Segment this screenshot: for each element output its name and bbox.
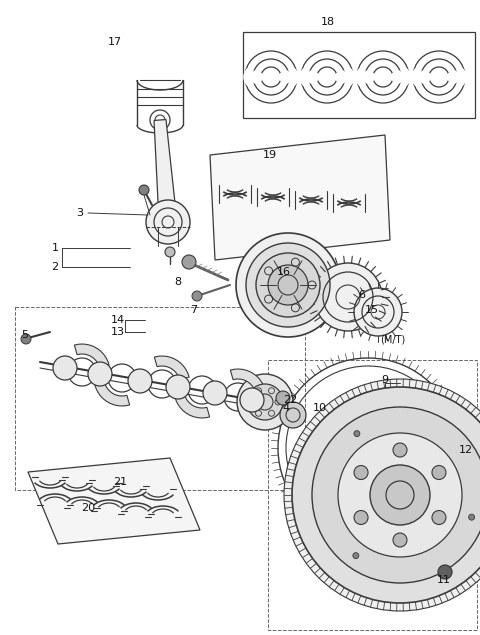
Circle shape bbox=[276, 391, 290, 405]
Circle shape bbox=[284, 379, 480, 611]
Polygon shape bbox=[210, 135, 390, 260]
Circle shape bbox=[268, 265, 308, 305]
Text: (M/T): (M/T) bbox=[380, 335, 406, 345]
Circle shape bbox=[236, 233, 340, 337]
Text: 12: 12 bbox=[459, 445, 473, 455]
Circle shape bbox=[370, 465, 430, 525]
Circle shape bbox=[128, 369, 152, 393]
Circle shape bbox=[166, 375, 190, 399]
Circle shape bbox=[468, 514, 475, 520]
Polygon shape bbox=[95, 382, 130, 406]
Circle shape bbox=[438, 565, 452, 579]
Text: 15: 15 bbox=[365, 305, 379, 315]
Bar bbox=[15, 307, 305, 490]
Circle shape bbox=[88, 362, 112, 386]
Text: 17: 17 bbox=[108, 37, 122, 47]
Circle shape bbox=[192, 291, 202, 301]
Polygon shape bbox=[175, 394, 210, 418]
Circle shape bbox=[139, 185, 149, 195]
Circle shape bbox=[354, 465, 368, 479]
Circle shape bbox=[432, 465, 446, 479]
Circle shape bbox=[393, 443, 407, 457]
Text: 22: 22 bbox=[283, 395, 297, 405]
Circle shape bbox=[393, 533, 407, 547]
Text: 8: 8 bbox=[174, 277, 181, 287]
Circle shape bbox=[53, 356, 77, 380]
Circle shape bbox=[432, 511, 446, 525]
Circle shape bbox=[314, 263, 382, 331]
Circle shape bbox=[256, 253, 320, 317]
Circle shape bbox=[353, 552, 359, 559]
Text: 1: 1 bbox=[51, 243, 59, 253]
Text: 14: 14 bbox=[111, 315, 125, 325]
Circle shape bbox=[165, 247, 175, 257]
Bar bbox=[243, 32, 475, 118]
Circle shape bbox=[338, 433, 462, 557]
Circle shape bbox=[182, 255, 196, 269]
Text: 11: 11 bbox=[437, 575, 451, 585]
Circle shape bbox=[280, 402, 306, 428]
Polygon shape bbox=[155, 356, 189, 380]
Text: 10: 10 bbox=[313, 403, 327, 413]
Text: 4: 4 bbox=[282, 403, 289, 413]
Text: 20: 20 bbox=[81, 503, 95, 513]
Circle shape bbox=[203, 381, 227, 405]
Circle shape bbox=[240, 388, 264, 412]
Text: 16: 16 bbox=[277, 267, 291, 277]
Circle shape bbox=[312, 407, 480, 583]
Text: 21: 21 bbox=[113, 477, 127, 487]
Circle shape bbox=[292, 387, 480, 603]
Circle shape bbox=[146, 200, 190, 244]
Circle shape bbox=[354, 511, 368, 525]
Polygon shape bbox=[74, 344, 109, 368]
Text: 13: 13 bbox=[111, 327, 125, 337]
Circle shape bbox=[237, 374, 293, 430]
Text: 7: 7 bbox=[191, 305, 198, 315]
Text: 19: 19 bbox=[263, 150, 277, 160]
Circle shape bbox=[354, 431, 360, 437]
Circle shape bbox=[247, 384, 283, 420]
Text: 18: 18 bbox=[321, 17, 335, 27]
Circle shape bbox=[354, 288, 402, 336]
Text: 3: 3 bbox=[76, 208, 84, 218]
Polygon shape bbox=[230, 369, 265, 392]
Circle shape bbox=[246, 243, 330, 327]
Polygon shape bbox=[154, 119, 177, 223]
Bar bbox=[268, 360, 477, 630]
Text: 5: 5 bbox=[22, 330, 28, 340]
Polygon shape bbox=[28, 458, 200, 544]
Text: 6: 6 bbox=[359, 290, 365, 300]
Circle shape bbox=[21, 334, 31, 344]
Text: 9: 9 bbox=[382, 375, 389, 385]
Text: 2: 2 bbox=[51, 262, 59, 272]
